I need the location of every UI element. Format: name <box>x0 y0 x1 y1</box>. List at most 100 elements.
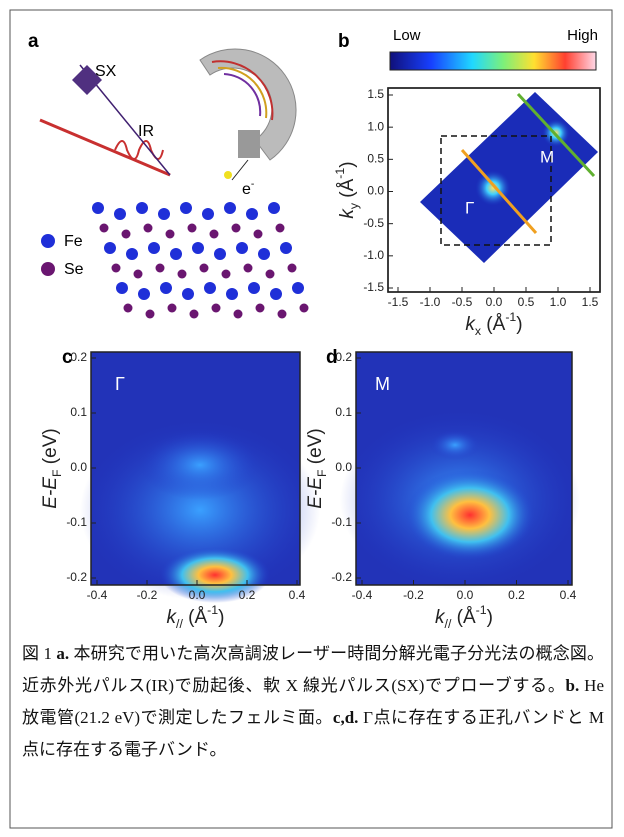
atom <box>244 264 253 273</box>
atom <box>236 242 248 254</box>
atom <box>180 202 192 214</box>
y-tick-label: 0.1 <box>335 405 352 419</box>
text-segment: e <box>242 181 251 198</box>
atom <box>134 270 143 279</box>
colorbar <box>390 52 596 70</box>
atom <box>192 242 204 254</box>
point-label: M <box>375 374 390 394</box>
y-tick-label: -1.0 <box>363 248 384 262</box>
y-tick-label: -1.5 <box>363 280 384 294</box>
atom <box>200 264 209 273</box>
text-segment: (Å <box>451 607 476 628</box>
atom <box>126 248 138 260</box>
atom <box>122 230 131 239</box>
x-axis-label: k// (Å-1) <box>167 603 225 631</box>
text-segment: E-E <box>305 477 326 509</box>
panel-label: a <box>28 31 39 52</box>
x-tick-label: -0.2 <box>137 588 158 602</box>
x-axis-label: kx (Å-1) <box>465 310 522 338</box>
atom <box>234 310 243 319</box>
atom <box>256 304 265 313</box>
atom <box>136 202 148 214</box>
x-tick-label: -0.4 <box>352 588 373 602</box>
x-tick-label: 0.0 <box>486 295 503 309</box>
atom <box>292 282 304 294</box>
text-segment: (eV) <box>305 428 326 469</box>
y-tick-label: -0.1 <box>331 515 352 529</box>
atom <box>270 288 282 300</box>
atom <box>246 208 258 220</box>
atom <box>232 224 241 233</box>
atom <box>214 248 226 260</box>
point-label: Γ <box>465 198 474 217</box>
y-tick-label: 0.0 <box>70 460 87 474</box>
y-tick-label: 0.2 <box>335 350 352 364</box>
y-tick-label: -0.2 <box>331 570 352 584</box>
sx-label: SX <box>95 63 117 80</box>
text-segment: 本研究で用いた高次高調波レーザー時間分解光電子分光法の概念図。近赤外光パルス(I… <box>22 644 604 695</box>
atom <box>188 224 197 233</box>
x-tick-label: -0.5 <box>452 295 473 309</box>
atom <box>276 224 285 233</box>
atom <box>288 264 297 273</box>
x-axis-label: k// (Å-1) <box>435 603 493 631</box>
x-tick-label: 0.2 <box>239 588 256 602</box>
x-tick-label: -0.4 <box>87 588 108 602</box>
atom <box>170 248 182 260</box>
atom <box>138 288 150 300</box>
atom <box>156 264 165 273</box>
text-segment: (eV) <box>40 428 61 469</box>
text-segment: 図 1 <box>22 644 56 663</box>
y-axis-label: E-EF (eV) <box>40 428 64 508</box>
atom <box>146 310 155 319</box>
atom <box>124 304 133 313</box>
text-segment: - <box>251 179 254 190</box>
text-segment: b. <box>566 676 580 695</box>
atom <box>210 230 219 239</box>
text-segment: (Å <box>337 178 358 203</box>
panel-label: d <box>326 347 338 368</box>
atom <box>160 282 172 294</box>
ir-label: IR <box>138 123 154 140</box>
text-segment: (Å <box>183 607 208 628</box>
panel-label: c <box>62 347 73 368</box>
x-tick-label: -1.5 <box>388 295 409 309</box>
atom <box>268 202 280 214</box>
atom <box>254 230 263 239</box>
y-tick-label: -0.2 <box>66 570 87 584</box>
text-segment: -1 <box>333 168 347 179</box>
atom <box>166 230 175 239</box>
atom <box>168 304 177 313</box>
text-segment: -1 <box>207 603 218 617</box>
atom <box>178 270 187 279</box>
atom <box>190 310 199 319</box>
atom <box>300 304 309 313</box>
text-segment: ) <box>337 161 358 167</box>
atom <box>278 310 287 319</box>
x-tick-label: 0.0 <box>189 588 206 602</box>
se-marker <box>41 262 55 276</box>
x-tick-label: 0.0 <box>457 588 474 602</box>
atom <box>114 208 126 220</box>
atom <box>182 288 194 300</box>
text-segment: ) <box>218 607 224 628</box>
text-segment: a. <box>56 644 69 663</box>
x-tick-label: -0.2 <box>403 588 424 602</box>
text-segment: -1 <box>476 603 487 617</box>
atom <box>212 304 221 313</box>
legend-label: Se <box>64 261 84 278</box>
y-tick-label: 0.2 <box>70 350 87 364</box>
y-tick-label: 0.0 <box>335 460 352 474</box>
y-axis-label: ky (Å-1) <box>333 161 361 218</box>
y-tick-label: 0.5 <box>367 152 384 166</box>
y-tick-label: 0.1 <box>70 405 87 419</box>
colorbar-low: Low <box>393 27 421 44</box>
atom <box>258 248 270 260</box>
atom <box>222 270 231 279</box>
atom <box>202 208 214 220</box>
point-label: Γ <box>115 374 125 394</box>
colorbar-high: High <box>567 27 598 44</box>
atom <box>100 224 109 233</box>
x-tick-label: -1.0 <box>420 295 441 309</box>
x-tick-label: 1.0 <box>550 295 567 309</box>
